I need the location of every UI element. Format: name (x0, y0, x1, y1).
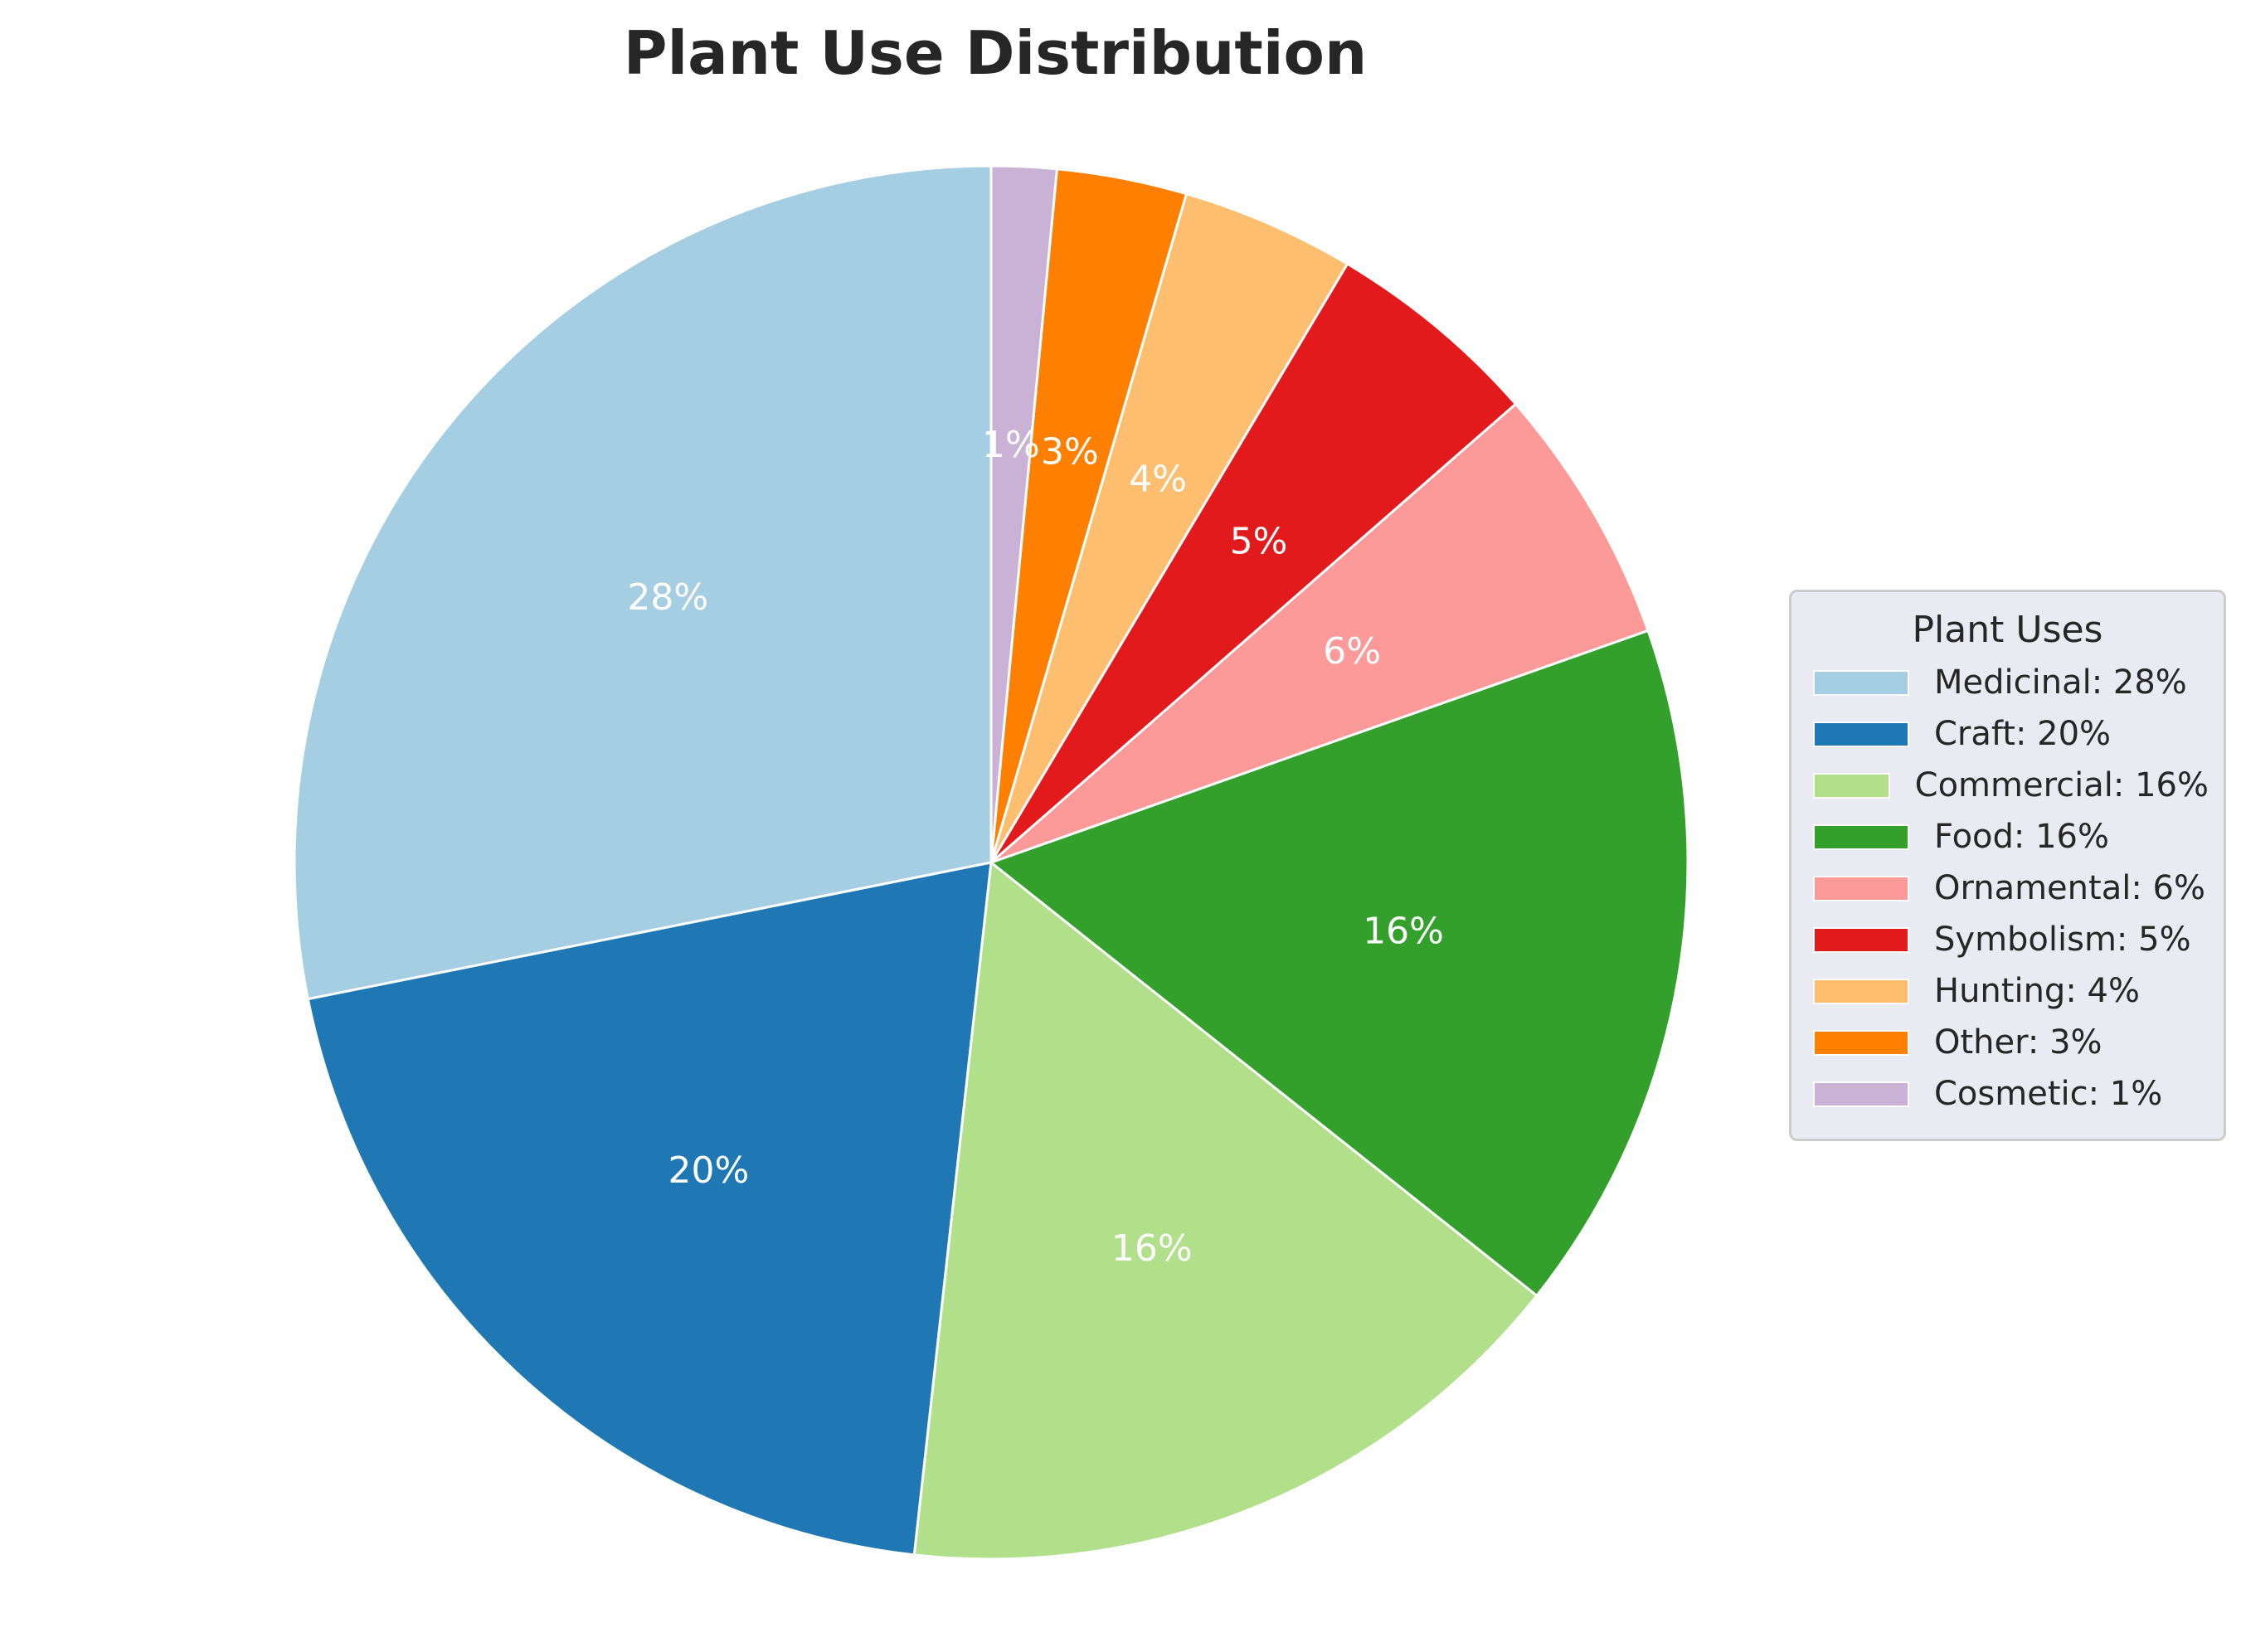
pie-slice-ornamental (990, 402, 1650, 864)
pie-chart: 28% 20% 16% 16% 6% 5% 4% 3%1% (293, 164, 1689, 1561)
slice-label-food: 16% (1363, 911, 1444, 953)
legend-label: Commercial: 16% (1914, 766, 2209, 804)
legend: Plant Uses Medicinal: 28% Craft: 20% Comme… (1789, 590, 2226, 1141)
pie-slice-labels: 28% 20% 16% 16% 6% 5% 4% 3%1% (627, 424, 1444, 1270)
legend-item-hunting: Hunting: 4% (1806, 965, 2209, 1017)
pie-slice-craft (306, 861, 993, 1557)
legend-label: Other: 3% (1934, 1023, 2102, 1062)
slice-label-cosmetic: 1% (982, 424, 1040, 466)
slice-label-commercial: 16% (1111, 1227, 1193, 1270)
slice-label-symbolism: 5% (1230, 520, 1288, 562)
legend-label: Cosmetic: 1% (1934, 1075, 2163, 1113)
legend-item-food: Food: 16% (1806, 811, 2209, 862)
legend-swatch (1813, 669, 1909, 696)
legend-label: Symbolism: 5% (1934, 921, 2191, 959)
legend-item-ornamental: Ornamental: 6% (1806, 862, 2209, 914)
legend-items: Medicinal: 28% Craft: 20% Commercial: 16% F… (1806, 657, 2209, 1120)
legend-label: Ornamental: 6% (1934, 869, 2205, 907)
legend-item-craft: Craft: 20% (1806, 708, 2209, 760)
pie-slices (293, 164, 1689, 1561)
pie-slice-food (988, 629, 1689, 1298)
legend-label: Hunting: 4% (1934, 972, 2140, 1010)
slice-label-craft: 20% (668, 1149, 750, 1192)
pie-slice-symbolism (989, 262, 1518, 864)
legend-swatch (1813, 875, 1909, 901)
legend-label: Food: 16% (1934, 818, 2110, 856)
slice-label-medicinal: 28% (627, 576, 708, 619)
pie-slice-cosmetic (989, 164, 1059, 863)
pie-slice-commercial (912, 860, 1539, 1561)
legend-swatch (1813, 721, 1909, 747)
legend-swatch (1813, 772, 1890, 799)
legend-swatch (1813, 978, 1909, 1004)
legend-item-commercial: Commercial: 16% (1806, 760, 2209, 811)
pie-slice-hunting (989, 192, 1349, 863)
legend-swatch (1813, 1029, 1909, 1056)
legend-item-symbolism: Symbolism: 5% (1806, 914, 2209, 965)
legend-item-cosmetic: Cosmetic: 1% (1806, 1068, 2209, 1120)
legend-item-other: Other: 3% (1806, 1017, 2209, 1068)
legend-swatch (1813, 1081, 1909, 1107)
pie-slice-medicinal (293, 164, 993, 1001)
legend-title: Plant Uses (1912, 609, 2103, 651)
legend-label: Medicinal: 28% (1934, 663, 2187, 702)
legend-swatch (1813, 926, 1909, 953)
slice-label-ornamental: 6% (1323, 630, 1381, 673)
legend-swatch (1813, 824, 1909, 850)
legend-item-medicinal: Medicinal: 28% (1806, 657, 2209, 708)
legend-label: Craft: 20% (1934, 715, 2112, 753)
chart-title: Plant Use Distribution (623, 18, 1368, 88)
slice-label-hunting: 4% (1129, 458, 1187, 500)
slice-label-other: 3% (1041, 431, 1099, 474)
